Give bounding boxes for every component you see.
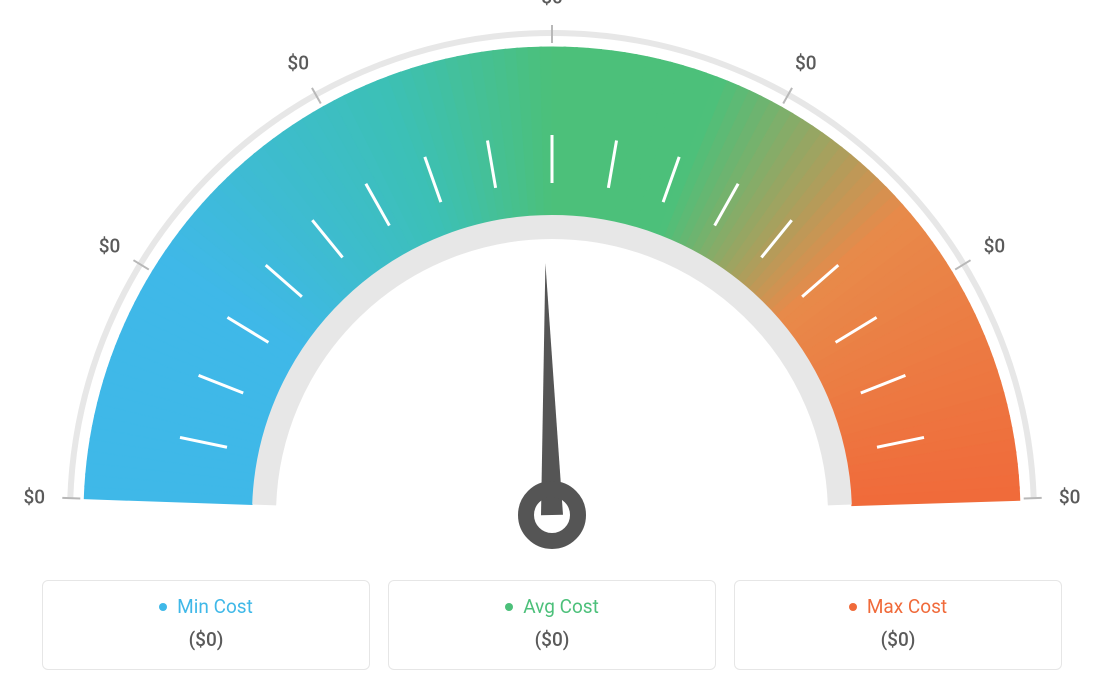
legend-value-avg: ($0) bbox=[389, 628, 715, 651]
gauge-tick-label: $0 bbox=[287, 52, 309, 75]
legend-label-row: Max Cost bbox=[735, 595, 1061, 618]
legend-box-avg: Avg Cost ($0) bbox=[388, 580, 716, 670]
gauge-container: $0 $0 $0 $0 $0 $0 $0 bbox=[0, 0, 1104, 570]
gauge-tick-label: $0 bbox=[1059, 485, 1081, 508]
legend-label-row: Min Cost bbox=[43, 595, 369, 618]
legend-dot-avg bbox=[505, 603, 513, 611]
legend-dot-max bbox=[849, 603, 857, 611]
gauge-tick-label: $0 bbox=[541, 0, 563, 9]
legend-value-max: ($0) bbox=[735, 628, 1061, 651]
legend-box-min: Min Cost ($0) bbox=[42, 580, 370, 670]
gauge-tick-label: $0 bbox=[984, 234, 1006, 257]
legend-label-avg: Avg Cost bbox=[523, 595, 599, 618]
gauge-chart bbox=[0, 0, 1104, 570]
gauge-tick-label: $0 bbox=[24, 485, 46, 508]
legend-label-row: Avg Cost bbox=[389, 595, 715, 618]
gauge-needle bbox=[541, 263, 563, 515]
legend-row: Min Cost ($0) Avg Cost ($0) Max Cost ($0… bbox=[0, 580, 1104, 670]
legend-dot-min bbox=[159, 603, 167, 611]
legend-box-max: Max Cost ($0) bbox=[734, 580, 1062, 670]
gauge-tick-label: $0 bbox=[99, 234, 121, 257]
legend-value-min: ($0) bbox=[43, 628, 369, 651]
gauge-tick-label: $0 bbox=[795, 52, 817, 75]
legend-label-max: Max Cost bbox=[867, 595, 947, 618]
legend-label-min: Min Cost bbox=[177, 595, 253, 618]
